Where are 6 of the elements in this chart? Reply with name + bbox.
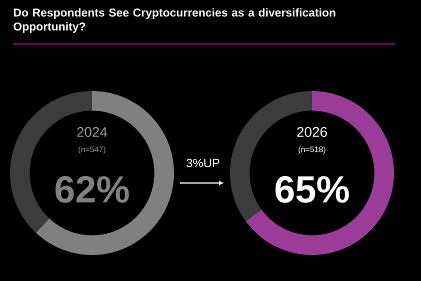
data-label: 65% xyxy=(276,176,349,203)
text: 2026 xyxy=(297,127,327,137)
text: 2024 xyxy=(77,127,108,137)
data-label: 62% xyxy=(56,176,129,203)
text: 3%UP xyxy=(186,158,220,168)
chart-title: Do Respondents See Cryptocurrencies as a diversification Opportunity? xyxy=(14,8,336,33)
